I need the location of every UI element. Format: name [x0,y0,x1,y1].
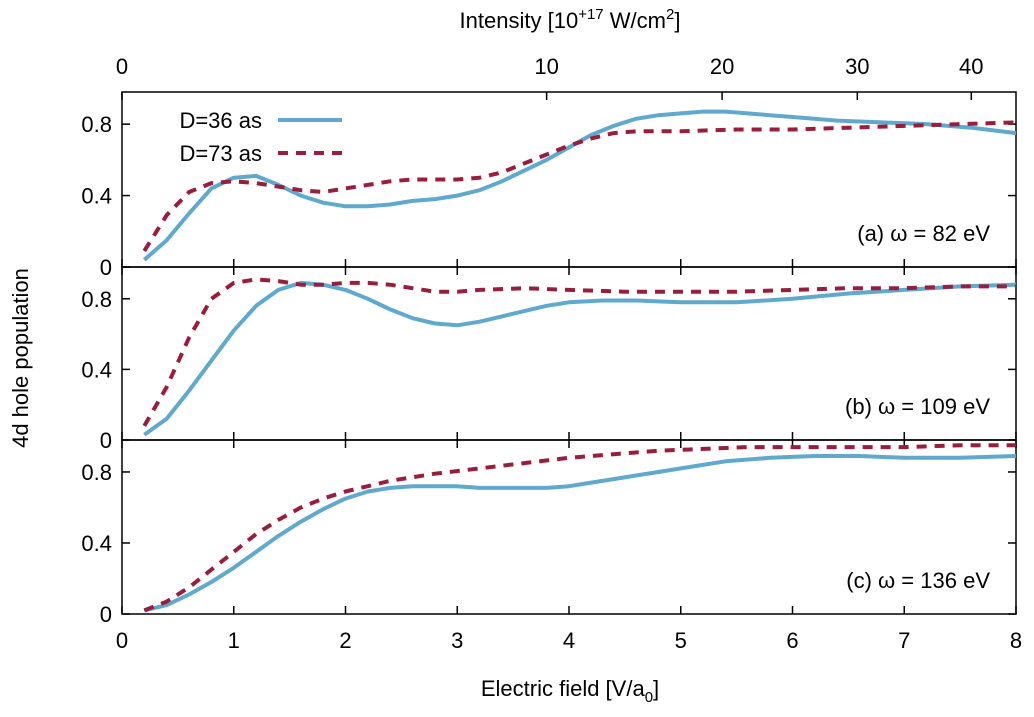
y-tick-label: 0.4 [81,531,112,556]
x-tick-label: 7 [898,628,910,653]
x-tick-label: 3 [451,628,463,653]
x-tick-label: 1 [228,628,240,653]
legend: D=36 as D=73 as [179,108,342,166]
panel-1: 0 0.4 0.8 (a) ω = 82 eV [81,91,1017,280]
series-line-d36 [142,109,1017,262]
series-line-d36 [143,454,1017,613]
top-axis-title: Intensity [10+17 W/cm2] [460,6,681,33]
panel-label: (a) ω = 82 eV [857,221,990,246]
panel-label: (c) ω = 136 eV [846,568,990,593]
x-axis-title: Electric field [V/a0] [481,676,659,706]
top-tick-label: 10 [534,54,558,79]
y-tick-label: 0.8 [81,112,112,137]
top-tick-label: 40 [959,54,983,79]
top-tick-label: 0 [116,54,128,79]
y-tick-label: 0.4 [81,357,112,382]
panel-3: 0 0.4 0.8 (c) ω = 136 eV [81,439,1017,627]
x-tick-label: 4 [563,628,575,653]
x-tick-label: 5 [675,628,687,653]
top-tick-label: 20 [710,54,734,79]
x-tick-label: 0 [116,628,128,653]
panel-label: (b) ω = 109 eV [845,394,990,419]
x-tick-label: 6 [786,628,798,653]
series-line-d73 [143,443,1016,613]
y-tick-label: 0 [100,428,112,453]
y-tick-label: 0.8 [81,460,112,485]
y-axis-title: 4d hole population [8,268,33,448]
x-tick-label: 2 [339,628,351,653]
panels-group: 0 0.4 0.8 (a) ω = 82 eV 0 0.4 0.8 (b) ω = 109 e… [81,54,1022,653]
series-line-d73 [142,277,1016,427]
panel-2: 0 0.4 0.8 (b) ω = 109 eV [81,266,1017,453]
legend-label: D=36 as [179,108,262,133]
top-tick-label: 30 [845,54,869,79]
series-line-d36 [143,280,1017,437]
legend-label: D=73 as [179,141,262,166]
y-tick-label: 0.4 [81,184,112,209]
y-tick-label: 0 [100,255,112,280]
y-tick-label: 0.8 [81,287,112,312]
x-tick-label: 8 [1010,628,1022,653]
y-tick-label: 0 [100,602,112,627]
